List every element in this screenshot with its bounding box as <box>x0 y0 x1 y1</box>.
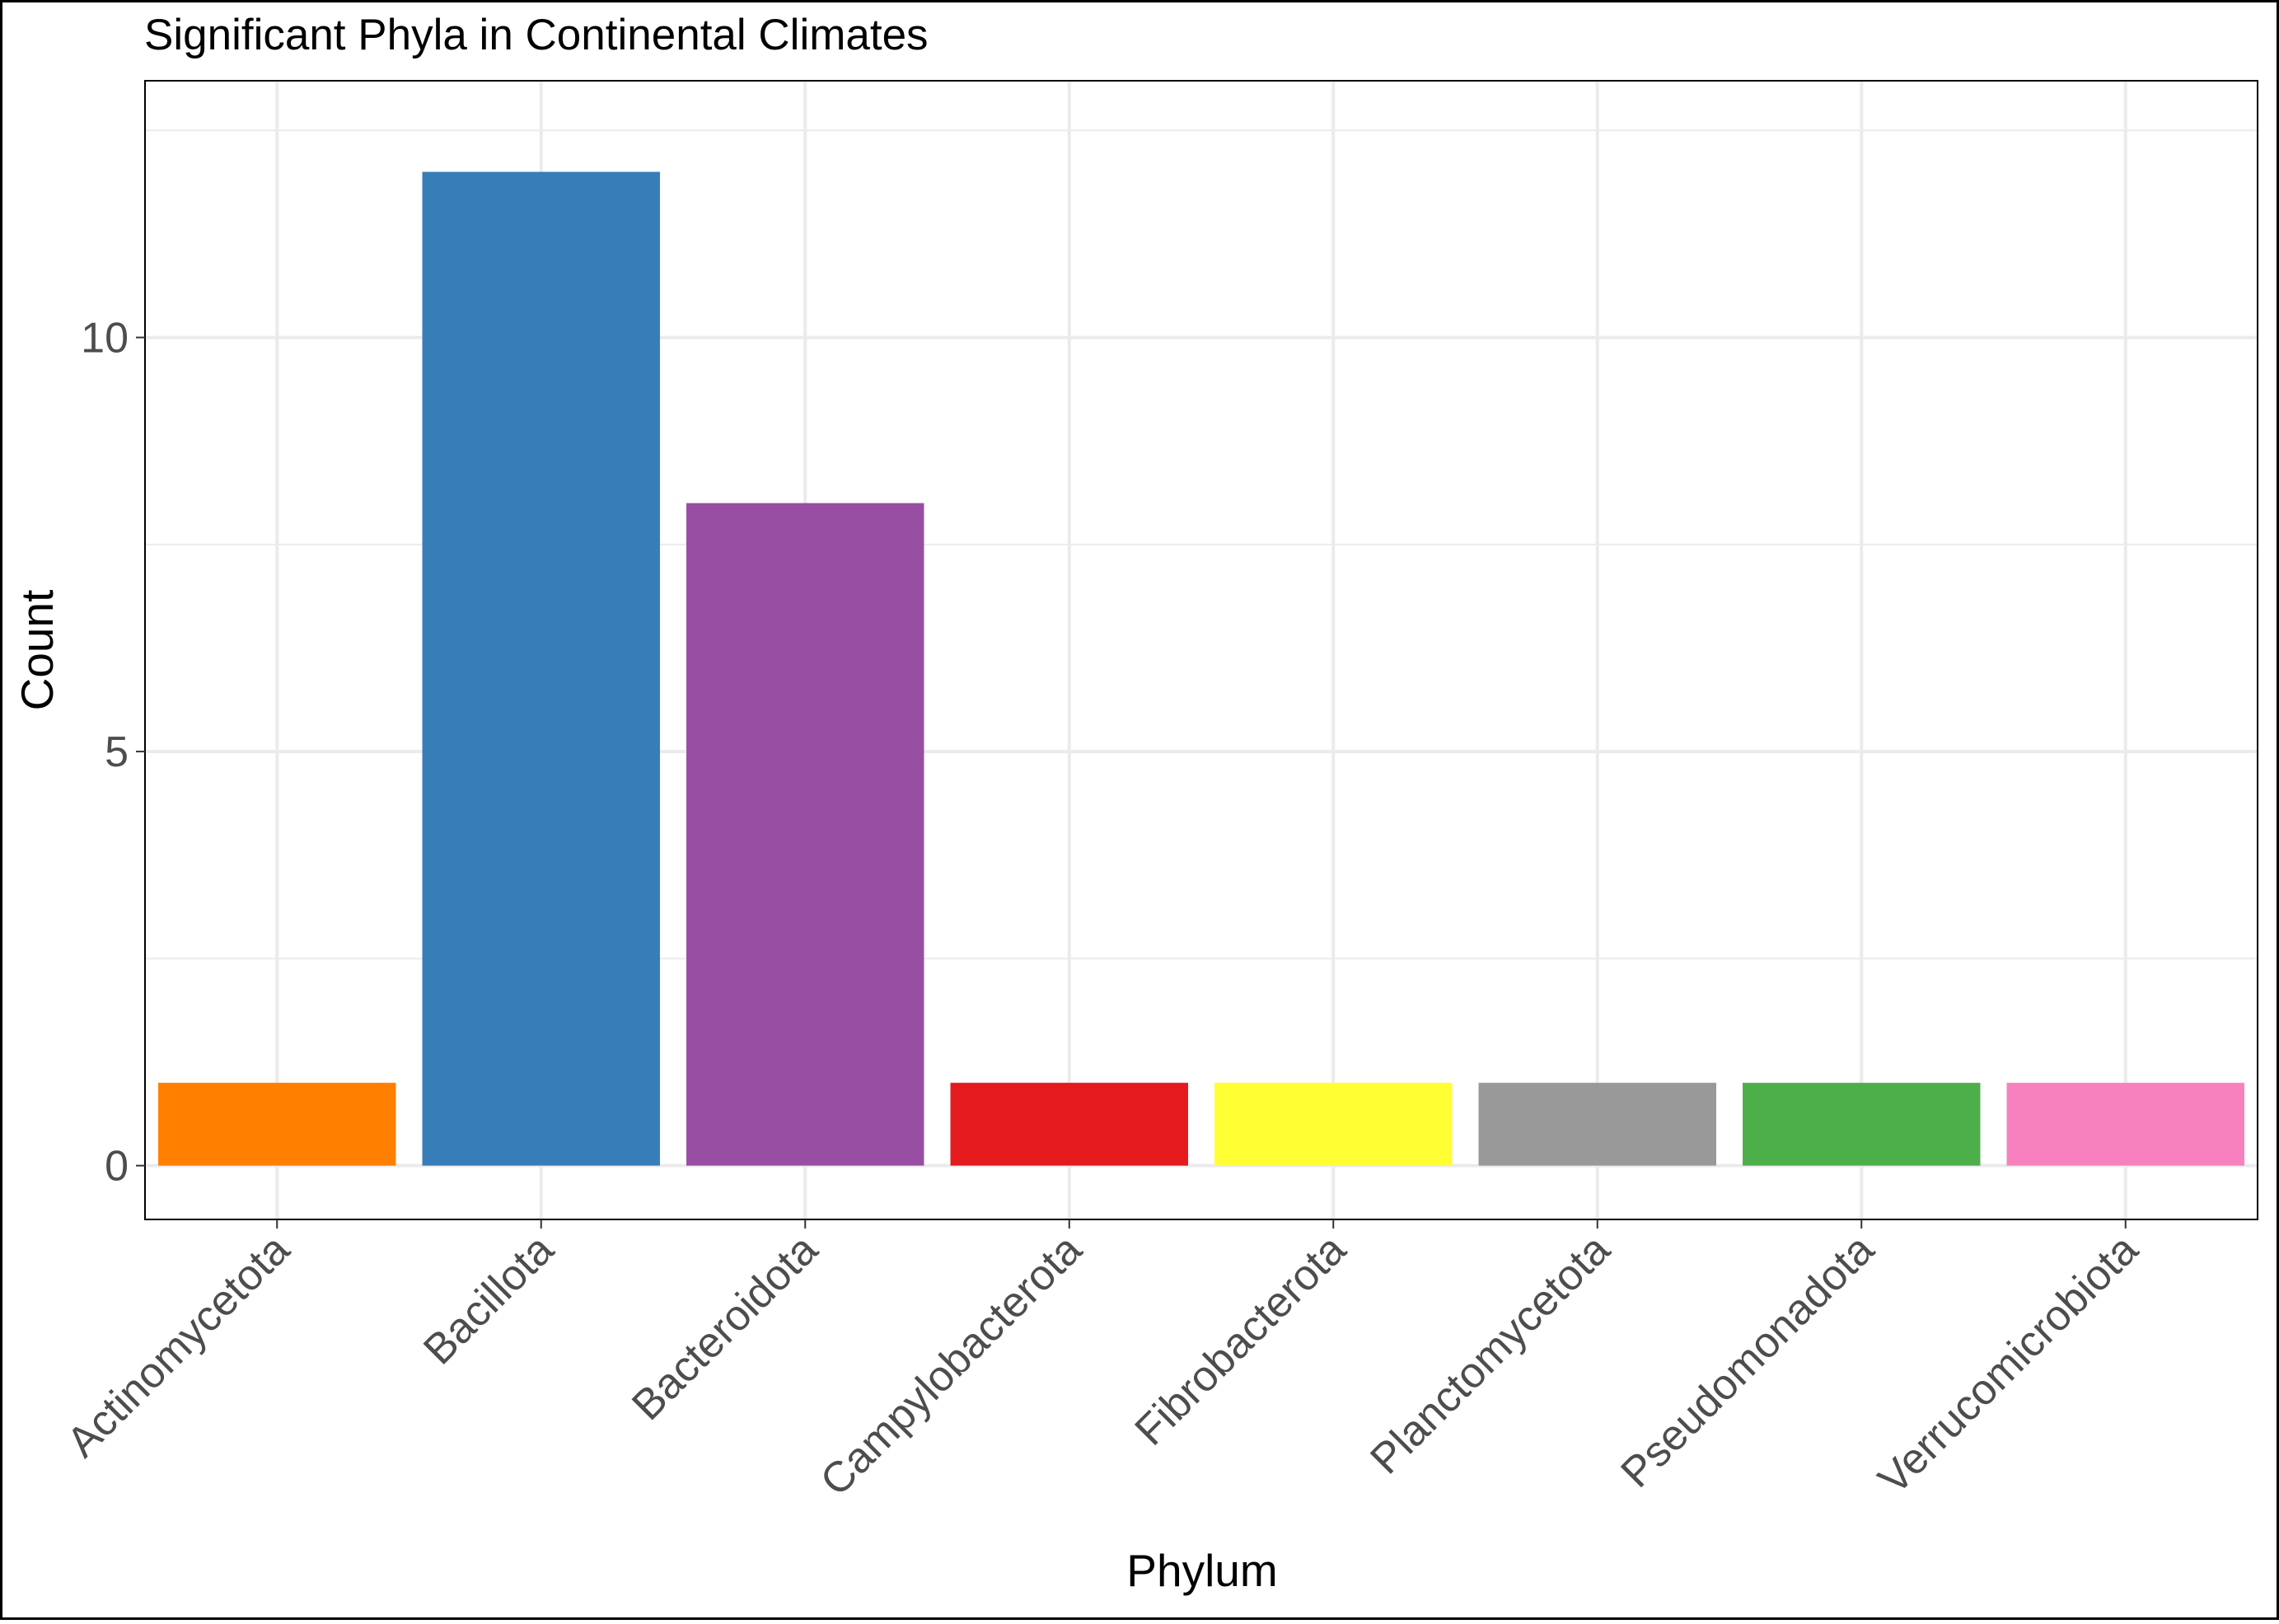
x-axis-title: Phylum <box>1126 1545 1277 1596</box>
chart-title: Significant Phyla in Continental Climate… <box>144 11 929 59</box>
bar-fibrobacterota <box>1214 1083 1453 1166</box>
bar-planctomycetota <box>1478 1083 1716 1166</box>
plot-panel-border <box>144 80 2258 1220</box>
y-axis-tick-labels: 0 5 10 <box>81 315 129 1191</box>
bar-bacteroidota <box>686 503 924 1166</box>
bar-pseudomonadota <box>1743 1083 1981 1166</box>
y-tick-label: 5 <box>105 728 129 776</box>
y-axis-title: Count <box>12 590 63 711</box>
y-tick-label: 0 <box>105 1143 129 1191</box>
bar-bacillota <box>422 171 660 1166</box>
bar-campylobacterota <box>950 1083 1188 1166</box>
bars <box>158 171 2244 1166</box>
bar-verrucomicrobiota <box>2006 1083 2244 1166</box>
axis-ticks <box>136 336 2127 1229</box>
y-tick-label: 10 <box>81 315 129 363</box>
bar-actinomycetota <box>158 1083 396 1166</box>
